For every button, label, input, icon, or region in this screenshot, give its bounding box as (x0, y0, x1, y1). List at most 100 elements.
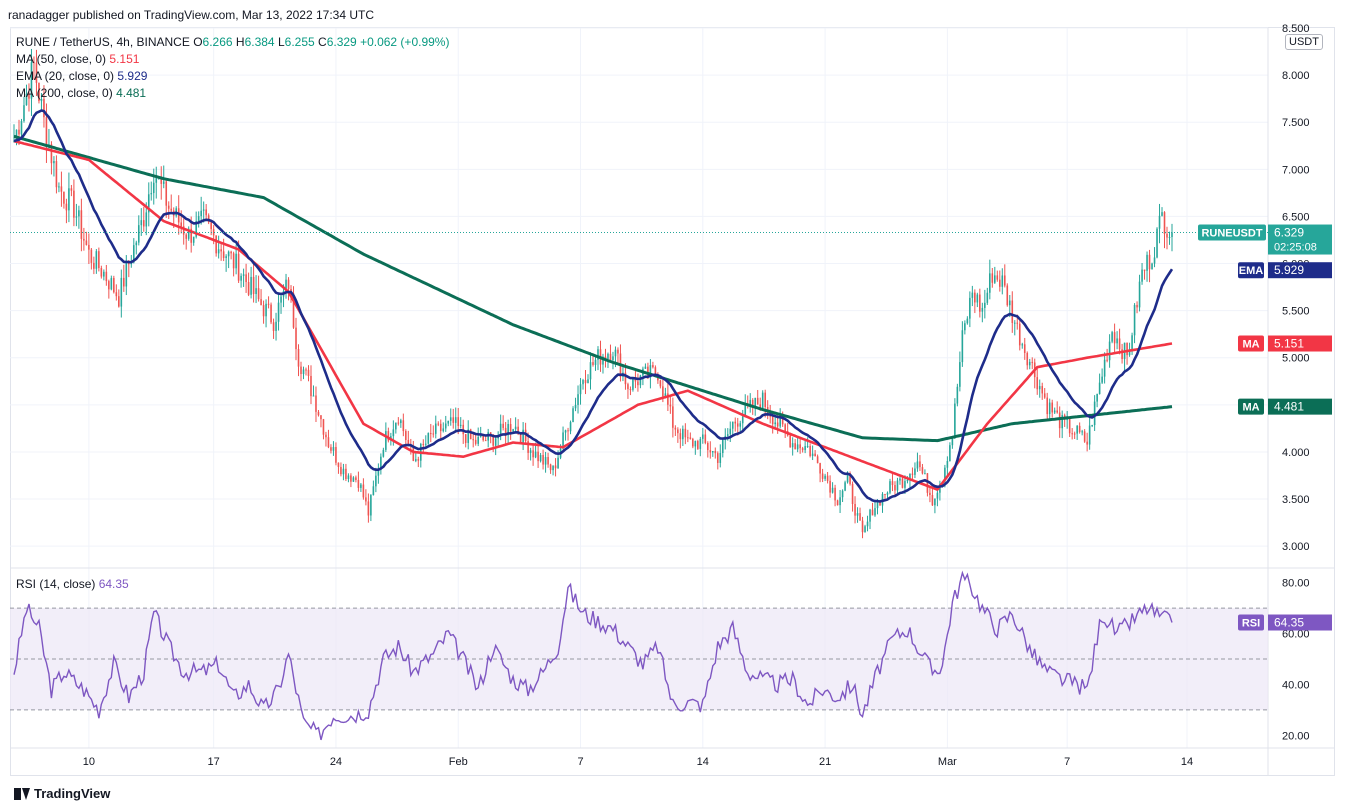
candle-body (509, 424, 512, 432)
legend-rsi[interactable]: RSI (14, close) 64.35 (16, 577, 129, 591)
candle-body (177, 208, 180, 223)
candle-body (457, 417, 460, 426)
candle-body (756, 397, 759, 405)
legend-ma50-label: MA (50, close, 0) (16, 52, 107, 66)
candle-body (584, 380, 587, 384)
candle-body (871, 509, 874, 516)
price-tick-label: 5.500 (1282, 306, 1310, 318)
price-tick-label: 7.000 (1282, 164, 1310, 176)
legend-ema20[interactable]: EMA (20, close, 0) 5.929 (16, 69, 147, 83)
candle-body (687, 437, 689, 439)
time-tick-label: 14 (1181, 756, 1193, 768)
candle-body (859, 513, 861, 521)
candle-body (350, 475, 352, 482)
candle-body (637, 381, 639, 386)
candle-body (310, 375, 312, 397)
candle-body (854, 503, 856, 516)
candles (13, 48, 1173, 539)
candle-body (367, 501, 370, 516)
legend-ma200[interactable]: MA (200, close, 0) 4.481 (16, 86, 146, 100)
tradingview-footer[interactable]: TradingView (14, 786, 110, 801)
candle-body (654, 367, 657, 375)
candle-body (899, 478, 901, 481)
candle-body (78, 210, 80, 217)
candle-body (83, 238, 85, 241)
candle-body (974, 292, 976, 303)
candle-body (1093, 401, 1096, 426)
candle-body (123, 277, 125, 287)
candle-body (582, 380, 584, 385)
candle-body (1128, 349, 1131, 356)
candle-body (212, 229, 215, 236)
candle-body (210, 222, 212, 230)
candle-body (484, 440, 487, 442)
ema-badge-label: EMA (1239, 265, 1264, 277)
candle-body (904, 481, 906, 488)
candle-body (292, 293, 295, 328)
candle-body (53, 161, 55, 164)
candle-body (889, 481, 891, 493)
candle-body (479, 435, 482, 437)
candle-body (412, 446, 415, 461)
candle-body (971, 292, 974, 298)
ma200-badge-label: MA (1242, 402, 1259, 414)
candle-body (879, 500, 881, 506)
candle-body (697, 441, 699, 449)
candle-body (919, 461, 921, 468)
candle-body (467, 429, 470, 443)
candle-body (944, 467, 946, 482)
candle-body (564, 430, 567, 433)
candle-body (969, 297, 971, 319)
candle-body (285, 279, 287, 292)
candle-body (110, 278, 113, 290)
candle-body (774, 422, 776, 425)
candle-body (839, 497, 841, 506)
candle-body (682, 428, 684, 440)
candle-body (489, 432, 492, 435)
candle-body (352, 477, 355, 482)
candle-body (517, 426, 519, 435)
time-tick-label: 7 (1064, 756, 1070, 768)
legend-rsi-value: 64.35 (98, 577, 129, 591)
candle-body (40, 98, 43, 102)
candle-body (602, 356, 604, 365)
candle-body (801, 448, 804, 451)
candle-body (182, 226, 185, 235)
candle-body (137, 225, 140, 243)
candle-body (187, 228, 190, 239)
candle-body (65, 203, 68, 211)
candle-body (664, 393, 667, 397)
candle-body (100, 268, 103, 277)
candle-body (1061, 415, 1063, 429)
candle-body (976, 294, 979, 303)
candle-body (554, 465, 557, 469)
legend-ma50[interactable]: MA (50, close, 0) 5.151 (16, 52, 139, 66)
candle-body (1166, 233, 1168, 238)
time-tick-label: Mar (938, 756, 957, 768)
candle-body (567, 430, 569, 432)
candle-body (120, 277, 123, 307)
candle-body (252, 276, 255, 295)
candle-body (360, 484, 362, 488)
candle-body (492, 434, 494, 446)
candle-body (195, 220, 197, 237)
candle-body (135, 242, 138, 246)
candle-body (692, 438, 694, 447)
candle-body (75, 216, 78, 218)
candle-body (60, 186, 63, 192)
candle-body (377, 469, 380, 476)
candle-body (1001, 275, 1004, 287)
candle-body (771, 416, 774, 425)
currency-label: USDT (1285, 34, 1323, 50)
time-tick-label: 21 (819, 756, 831, 768)
candle-body (1066, 419, 1068, 421)
candle-body (63, 191, 65, 204)
time-tick-label: 24 (330, 756, 342, 768)
candle-body (609, 353, 612, 360)
rsi-band (10, 608, 1268, 710)
ema-badge-label-bg (1238, 262, 1264, 279)
price-tick-label: 7.500 (1282, 117, 1310, 129)
candle-body (417, 459, 420, 461)
candle-body (891, 481, 894, 486)
